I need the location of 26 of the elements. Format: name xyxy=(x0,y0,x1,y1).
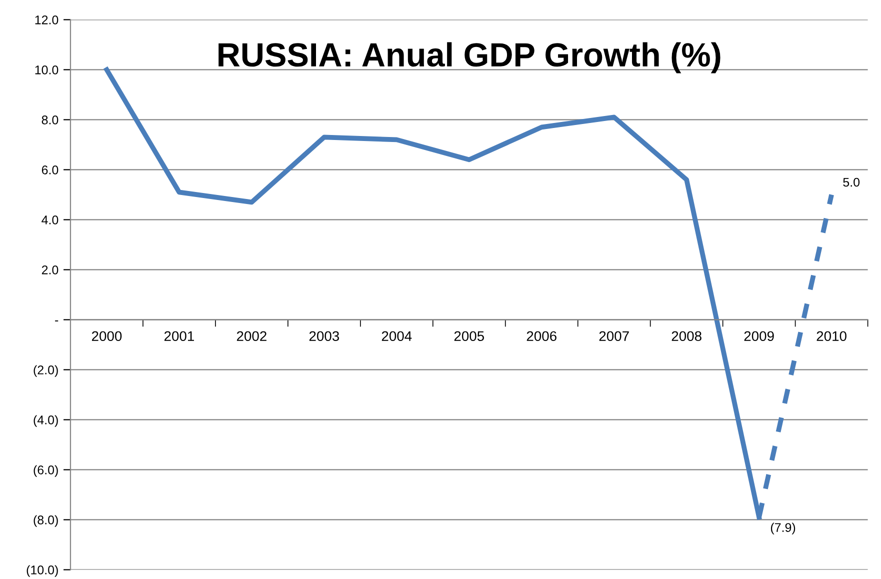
y-tick-label: 2.0 xyxy=(42,266,58,274)
y-tick-label: 10.0 xyxy=(35,65,58,74)
x-tick-label: 2003 xyxy=(309,331,340,342)
data-label: 5.0 xyxy=(843,178,860,187)
y-tick-label: 4.0 xyxy=(42,216,58,224)
x-tick-label: 2006 xyxy=(526,331,556,342)
y-tick-label: 12.0 xyxy=(35,15,58,24)
x-tick-label: 2005 xyxy=(454,331,484,342)
x-tick-label: 2000 xyxy=(92,331,122,342)
x-tick-label: 2001 xyxy=(164,331,194,342)
text: RUSSIA: Anual GDP Growth (%) xyxy=(218,42,720,74)
x-tick-label: 2007 xyxy=(599,331,629,342)
y-tick-label: (6.0) xyxy=(34,465,58,477)
y-tick-label: (10.0) xyxy=(26,565,58,577)
y-tick-label: (2.0) xyxy=(34,365,58,377)
y-tick-label: 8.0 xyxy=(42,115,58,124)
data-label: (7.9) xyxy=(770,522,796,534)
x-tick-label: 2002 xyxy=(236,331,266,342)
x-tick-label: 2009 xyxy=(744,331,774,342)
x-tick-label: 2004 xyxy=(382,331,412,342)
x-tick-label: 2008 xyxy=(672,331,702,342)
y-tick-label: 6.0 xyxy=(42,166,58,174)
x-tick-label: 2010 xyxy=(816,331,846,342)
y-tick-label: - xyxy=(55,320,58,322)
y-tick-label: (8.0) xyxy=(34,515,58,527)
y-tick-label: (4.0) xyxy=(34,415,58,427)
